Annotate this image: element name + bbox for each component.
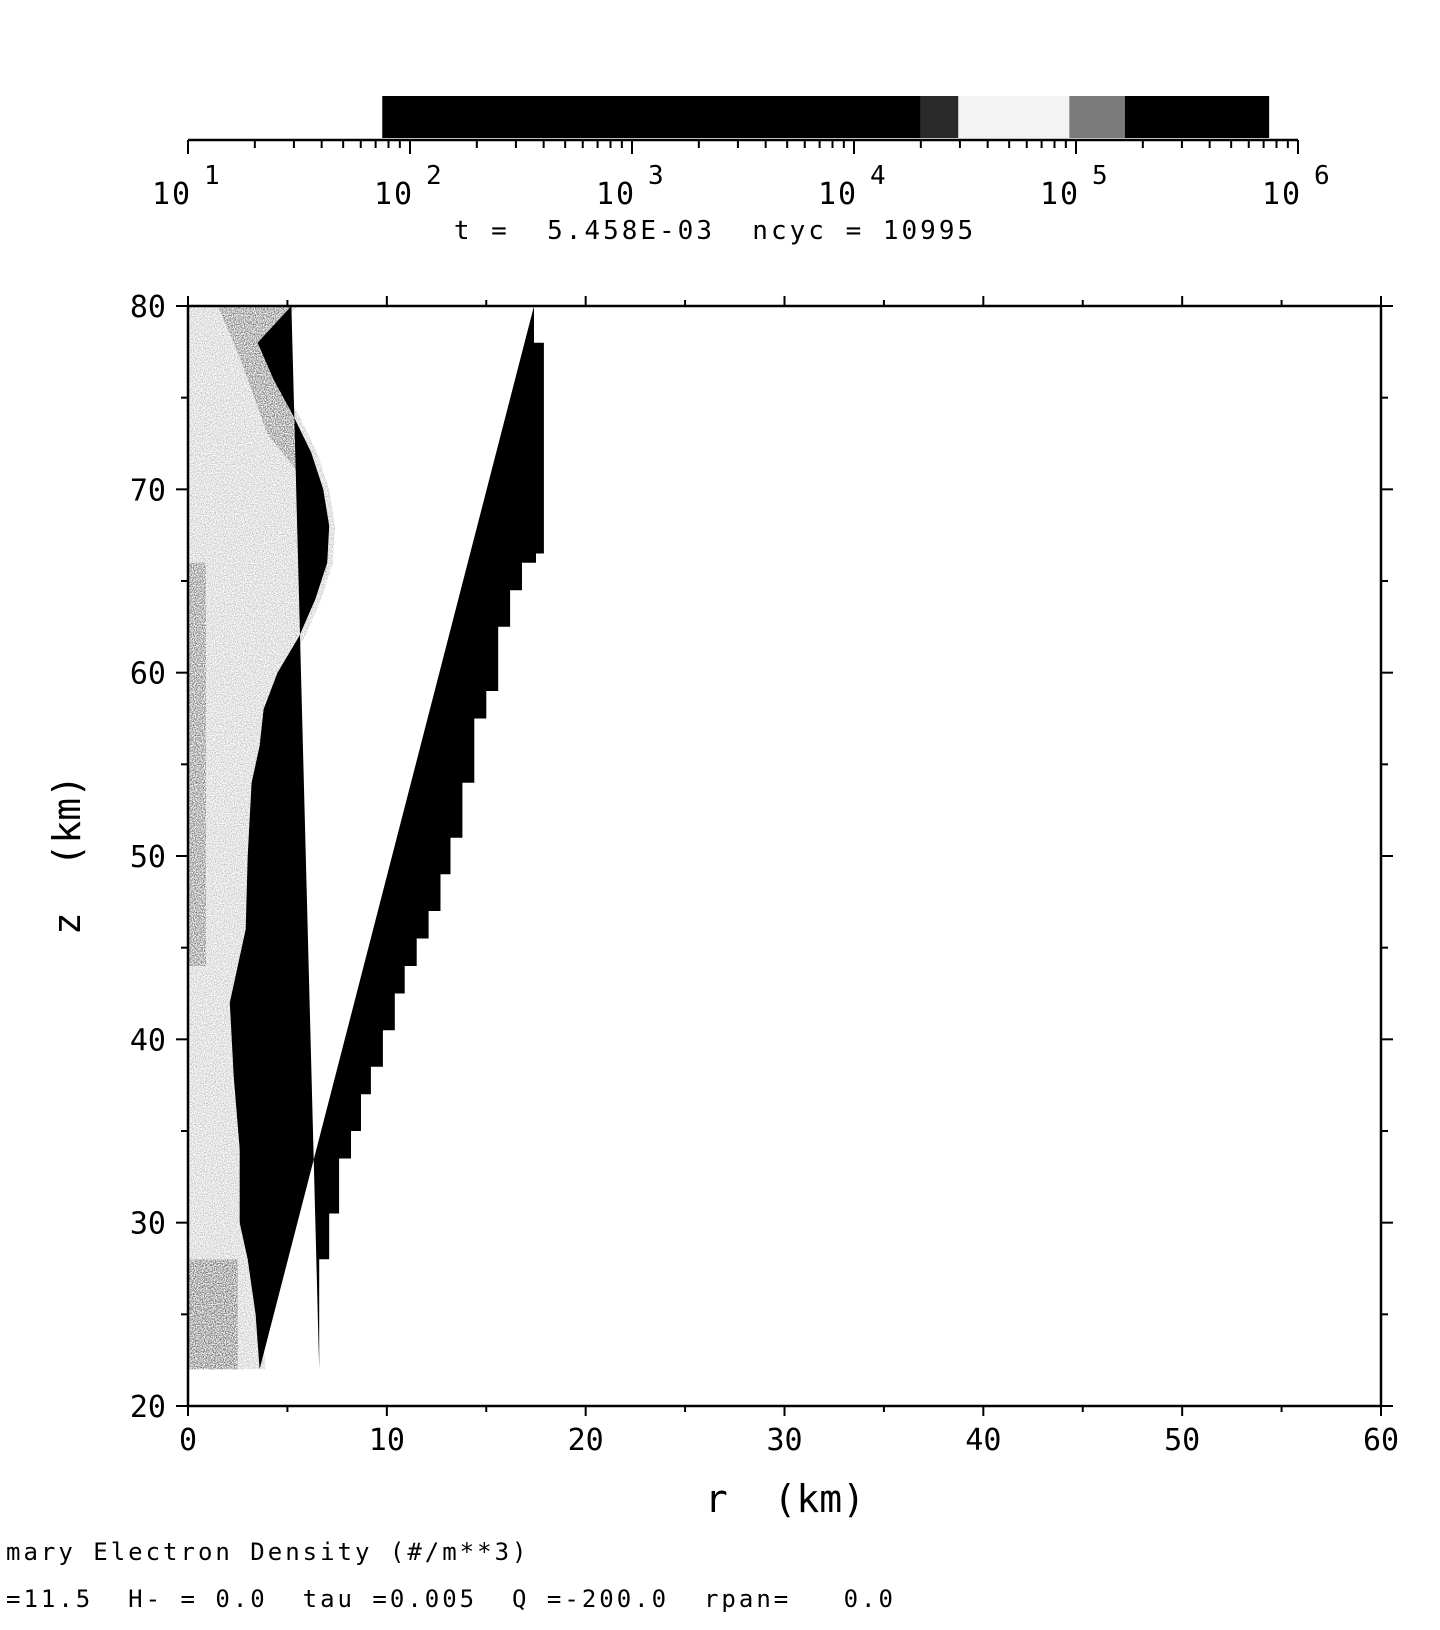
y-tick-label: 30 bbox=[130, 1207, 166, 1242]
colorbar-tick-exponent: 1 bbox=[204, 161, 220, 191]
colorbar-segment bbox=[382, 96, 921, 138]
colorbar-tick-exponent: 6 bbox=[1314, 161, 1330, 191]
footer-line-1: mary Electron Density (#/m**3) bbox=[6, 1538, 530, 1566]
colorbar-tick-exponent: 3 bbox=[648, 161, 664, 191]
colorbar-tick-exponent: 2 bbox=[426, 161, 442, 191]
y-tick-label: 40 bbox=[130, 1023, 166, 1058]
colorbar-tick-label: 10 bbox=[1262, 177, 1302, 212]
colorbar-tick-label: 10 bbox=[596, 177, 636, 212]
y-tick-label: 70 bbox=[130, 473, 166, 508]
heatmap-field bbox=[188, 306, 544, 1370]
x-tick-label: 60 bbox=[1363, 1423, 1399, 1458]
dark-speckle-mid bbox=[188, 562, 206, 966]
y-axis-label: z (km) bbox=[45, 775, 89, 935]
colorbar-segment bbox=[920, 96, 959, 138]
colorbar-tick-exponent: 5 bbox=[1092, 161, 1108, 191]
x-axis: 0 10 20 30 40 50 60 bbox=[179, 296, 1399, 1458]
x-axis-label: r (km) bbox=[705, 1477, 865, 1521]
colorbar-tick-label: 10 bbox=[152, 177, 192, 212]
x-tick-label: 0 bbox=[179, 1423, 197, 1458]
y-tick-label: 60 bbox=[130, 657, 166, 692]
x-tick-label: 40 bbox=[965, 1423, 1001, 1458]
colorbar-segments bbox=[382, 96, 1270, 138]
y-tick-label: 50 bbox=[130, 840, 166, 875]
x-tick-label: 30 bbox=[766, 1423, 802, 1458]
gray-halo-region bbox=[188, 306, 336, 1370]
x-tick-label: 50 bbox=[1164, 1423, 1200, 1458]
run-info: t = 5.458E-03 ncyc = 10995 bbox=[454, 216, 976, 246]
colorbar-segment bbox=[958, 96, 1070, 138]
plot-area: 0 10 20 30 40 50 60 20 30 40 50 60 70 80 r (km) z (k… bbox=[45, 290, 1399, 1521]
colorbar-tick-label: 10 bbox=[818, 177, 858, 212]
x-tick-label: 20 bbox=[568, 1423, 604, 1458]
plot-frame bbox=[186, 304, 1383, 1408]
colorbar-tick-label: 10 bbox=[1040, 177, 1080, 212]
colorbar-tick-labels: 10 1 10 2 10 3 10 4 10 5 10 6 bbox=[152, 161, 1330, 212]
colorbar-axis bbox=[187, 138, 1299, 154]
colorbar: 10 1 10 2 10 3 10 4 10 5 10 6 bbox=[152, 96, 1330, 212]
colorbar-segment bbox=[1124, 96, 1270, 138]
y-tick-label: 20 bbox=[130, 1390, 166, 1425]
footer-line-2: =11.5 H- = 0.0 tau =0.005 Q =-200.0 rpan… bbox=[6, 1585, 896, 1613]
x-tick-label: 10 bbox=[369, 1423, 405, 1458]
dense-core-region bbox=[229, 306, 544, 1370]
colorbar-segment bbox=[1069, 96, 1125, 138]
y-tick-label: 80 bbox=[130, 290, 166, 325]
dark-speckle-bottom bbox=[188, 1259, 238, 1370]
colorbar-tick-exponent: 4 bbox=[870, 161, 886, 191]
colorbar-tick-label: 10 bbox=[374, 177, 414, 212]
y-axis: 20 30 40 50 60 70 80 bbox=[130, 290, 1393, 1425]
